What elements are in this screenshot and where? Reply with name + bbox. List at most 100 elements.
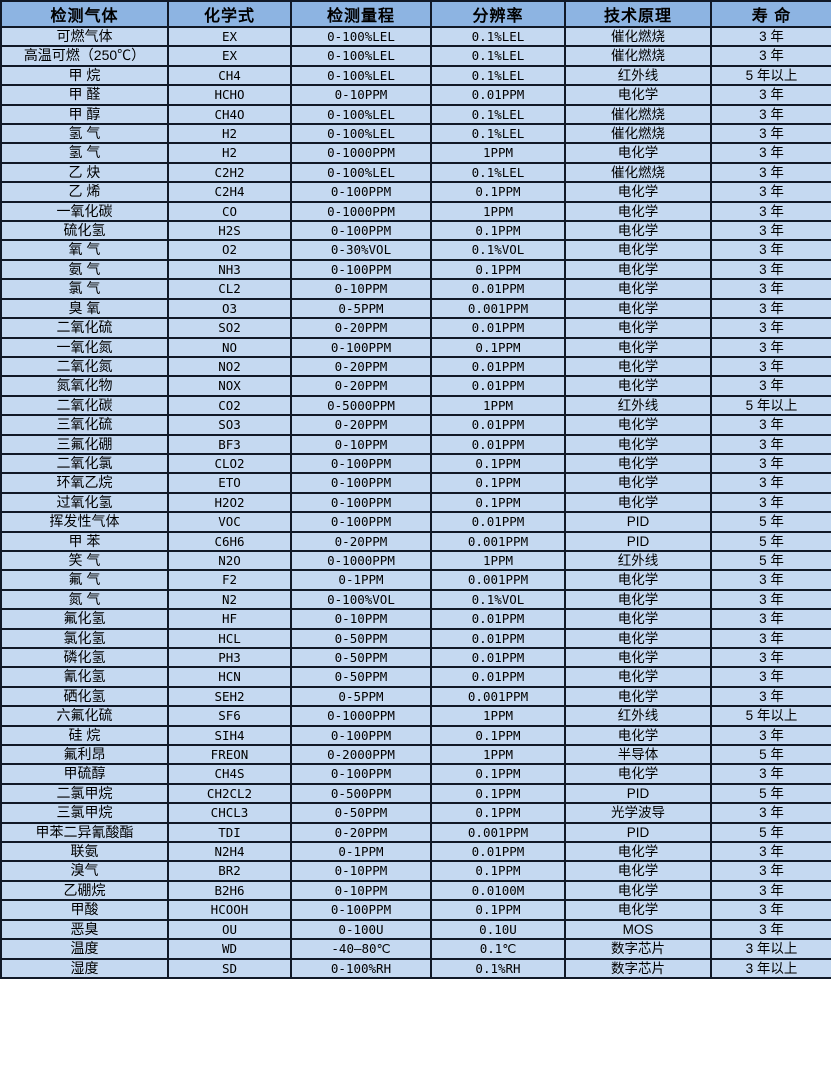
table-cell: 臭 氧 [0, 297, 169, 320]
table-row: 氰化氢 HCN 0-50PPM 0.01PPM 电化学 3 年 [0, 666, 831, 688]
table-cell: 甲 醛 [0, 84, 169, 106]
table-cell: 电化学 [564, 317, 712, 339]
table-cell: 湿度 [0, 957, 169, 979]
table-cell: 0-100PPM [290, 899, 432, 921]
table-cell: 催化燃烧 [564, 45, 712, 67]
table-cell: 0.1%RH [430, 957, 566, 979]
table-row: 温度 WD -40—80℃ 0.1℃ 数字芯片 3 年以上 [0, 938, 831, 960]
table-cell: 数字芯片 [564, 938, 712, 960]
table-cell: 1PPM [430, 394, 566, 417]
table-cell: 0.01PPM [430, 355, 566, 378]
table-cell: 六氟化硫 [0, 705, 169, 727]
table-row: 甲 烷 CH4 0-100%LEL 0.1%LEL 红外线 5 年以上 [0, 64, 831, 87]
table-cell: 3 年 [710, 841, 831, 863]
table-cell: 0.1PPM [430, 258, 566, 281]
table-cell: 0.1PPM [430, 860, 566, 882]
table-cell: 电化学 [564, 666, 712, 688]
table-cell: 0.1PPM [430, 472, 566, 494]
table-cell: 0-5000PPM [290, 394, 432, 417]
table-cell: 0.01PPM [430, 666, 566, 688]
table-row: 二氯甲烷 CH2CL2 0-500PPM 0.1PPM PID 5 年 [0, 782, 831, 805]
table-cell: 0.01PPM [430, 627, 566, 650]
table-row: 一氧化氮 NO 0-100PPM 0.1PPM 电化学 3 年 [0, 336, 831, 358]
table-cell: 0.001PPM [430, 569, 566, 591]
table-cell: PID [564, 530, 712, 552]
table-row: 笑 气 N2O 0-1000PPM 1PPM 红外线 5 年 [0, 549, 831, 572]
table-cell: 高温可燃（250℃） [0, 45, 169, 67]
table-cell: 0-50PPM [290, 802, 432, 824]
table-cell: 硒化氢 [0, 685, 169, 708]
table-row: 过氧化氢 H2O2 0-100PPM 0.1PPM 电化学 3 年 [0, 491, 831, 514]
table-cell: 氯化氢 [0, 627, 169, 650]
table-cell: 5 年以上 [710, 705, 831, 727]
table-cell: MOS [564, 918, 712, 941]
table-row: 三氟化硼 BF3 0-10PPM 0.01PPM 电化学 3 年 [0, 433, 831, 455]
table-cell: 3 年以上 [710, 938, 831, 960]
table-cell: 电化学 [564, 588, 712, 611]
table-cell: B2H6 [167, 879, 292, 902]
table-cell: 0.1PPM [430, 491, 566, 514]
table-cell: 电化学 [564, 278, 712, 300]
table-cell: 0.01PPM [430, 84, 566, 106]
table-cell: 催化燃烧 [564, 161, 712, 184]
column-header: 化学式 [167, 0, 292, 28]
table-cell: 电化学 [564, 685, 712, 708]
table-cell: 氧 气 [0, 239, 169, 261]
table-cell: 电化学 [564, 336, 712, 358]
table-cell: 0-100%LEL [290, 45, 432, 67]
table-cell: 电化学 [564, 355, 712, 378]
table-cell: 3 年 [710, 45, 831, 67]
table-cell: 0-50PPM [290, 646, 432, 669]
table-cell: 0.01PPM [430, 414, 566, 436]
table-cell: H2 [167, 123, 292, 145]
table-cell: 0-10PPM [290, 84, 432, 106]
column-header: 分辨率 [430, 0, 566, 28]
table-cell: SO2 [167, 317, 292, 339]
table-cell: 二氧化氯 [0, 452, 169, 475]
table-cell: N2O [167, 549, 292, 572]
table-cell: 0.001PPM [430, 297, 566, 320]
table-cell: 5 年 [710, 549, 831, 572]
table-cell: 1PPM [430, 200, 566, 223]
table-cell: 氢 气 [0, 123, 169, 145]
table-cell: 3 年 [710, 899, 831, 921]
table-cell: 0-100PPM [290, 763, 432, 785]
table-cell: 3 年 [710, 375, 831, 397]
table-cell: 0.1PPM [430, 220, 566, 242]
table-cell: PH3 [167, 646, 292, 669]
table-cell: 氮 气 [0, 588, 169, 611]
table-cell: 0.01PPM [430, 511, 566, 533]
table-cell: 红外线 [564, 64, 712, 87]
table-cell: 红外线 [564, 549, 712, 572]
table-cell: C2H2 [167, 161, 292, 184]
table-cell: SF6 [167, 705, 292, 727]
column-header: 技术原理 [564, 0, 712, 28]
table-cell: HCOOH [167, 899, 292, 921]
table-row: 联氨 N2H4 0-1PPM 0.01PPM 电化学 3 年 [0, 841, 831, 863]
table-cell: 0-20PPM [290, 821, 432, 844]
table-cell: 电化学 [564, 491, 712, 514]
table-row: 甲 醇 CH4O 0-100%LEL 0.1%LEL 催化燃烧 3 年 [0, 103, 831, 126]
table-cell: 3 年 [710, 763, 831, 785]
table-cell: 0-50PPM [290, 666, 432, 688]
table-row: 硫化氢 H2S 0-100PPM 0.1PPM 电化学 3 年 [0, 220, 831, 242]
table-cell: OU [167, 918, 292, 941]
table-cell: 0.01PPM [430, 646, 566, 669]
table-cell: CLO2 [167, 452, 292, 475]
table-row: 六氟化硫 SF6 0-1000PPM 1PPM 红外线 5 年以上 [0, 705, 831, 727]
table-row: 乙 炔 C2H2 0-100%LEL 0.1%LEL 催化燃烧 3 年 [0, 161, 831, 184]
table-header: 检测气体 化学式 检测量程 分辨率 技术原理寿 命 [0, 0, 831, 28]
table-cell: 0.1%LEL [430, 123, 566, 145]
table-cell: 5 年以上 [710, 64, 831, 87]
table-row: 甲硫醇 CH4S 0-100PPM 0.1PPM 电化学 3 年 [0, 763, 831, 785]
table-cell: 3 年 [710, 802, 831, 824]
table-cell: 过氧化氢 [0, 491, 169, 514]
table-cell: 0.1%VOL [430, 239, 566, 261]
table-cell: H2 [167, 142, 292, 164]
table-cell: 5 年 [710, 744, 831, 766]
table-cell: 0-1000PPM [290, 142, 432, 164]
table-cell: VOC [167, 511, 292, 533]
table-cell: 0.1PPM [430, 802, 566, 824]
table-cell: 0.01PPM [430, 841, 566, 863]
table-cell: 电化学 [564, 84, 712, 106]
